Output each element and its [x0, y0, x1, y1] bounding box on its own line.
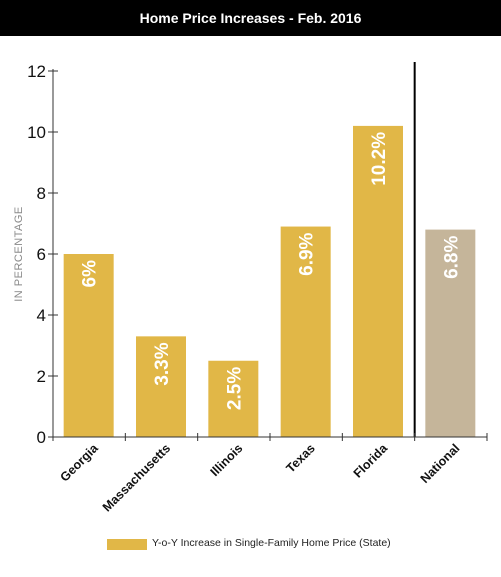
- y-axis-title: IN PERCENTAGE: [13, 206, 25, 302]
- x-axis: Georgia Massachusetts Illinois Texas Florida…: [52, 433, 488, 514]
- data-label: 6.8%: [441, 235, 462, 278]
- bar-illinois: [208, 360, 259, 437]
- y-axis: 0 2 4 6 8 10 12 IN PERCENTAGE: [13, 62, 58, 447]
- y-tick-label: 12: [27, 62, 46, 81]
- y-tick-label: 10: [27, 123, 46, 142]
- bar-national: [425, 229, 476, 437]
- category-label: Georgia: [57, 440, 101, 484]
- legend-swatch: [107, 539, 147, 550]
- y-tick-label: 4: [37, 306, 46, 325]
- y-tick-label: 8: [37, 184, 46, 203]
- data-label: 6%: [80, 260, 101, 288]
- category-label: Florida: [351, 440, 391, 480]
- chart-title: Home Price Increases - Feb. 2016: [0, 0, 501, 36]
- category-label: National: [418, 441, 463, 486]
- y-tick-label: 2: [37, 367, 46, 386]
- legend-label: Y-o-Y Increase in Single-Family Home Pri…: [152, 537, 391, 549]
- data-label: 10.2%: [369, 132, 390, 186]
- bar-texas: [280, 226, 331, 437]
- bars: 6% 3.3% 2.5% 6.9% 10.2% 6.8%: [63, 62, 476, 438]
- category-label: Massachusetts: [100, 441, 173, 514]
- data-label: 2.5%: [224, 367, 245, 410]
- legend: Y-o-Y Increase in Single-Family Home Pri…: [0, 535, 501, 555]
- y-tick-label: 0: [37, 428, 46, 447]
- category-label: Texas: [283, 441, 317, 475]
- y-tick-label: 6: [37, 245, 46, 264]
- category-label: Illinois: [208, 441, 246, 479]
- data-label: 3.3%: [152, 342, 173, 385]
- data-label: 6.9%: [297, 232, 318, 275]
- bar-massachusetts: [136, 336, 186, 437]
- bar-chart: 0 2 4 6 8 10 12 IN PERCENTAGE 6% 3.3% 2.5% 6.9% 10.…: [13, 62, 488, 514]
- bar-georgia: [63, 254, 114, 437]
- bar-florida: [353, 125, 403, 438]
